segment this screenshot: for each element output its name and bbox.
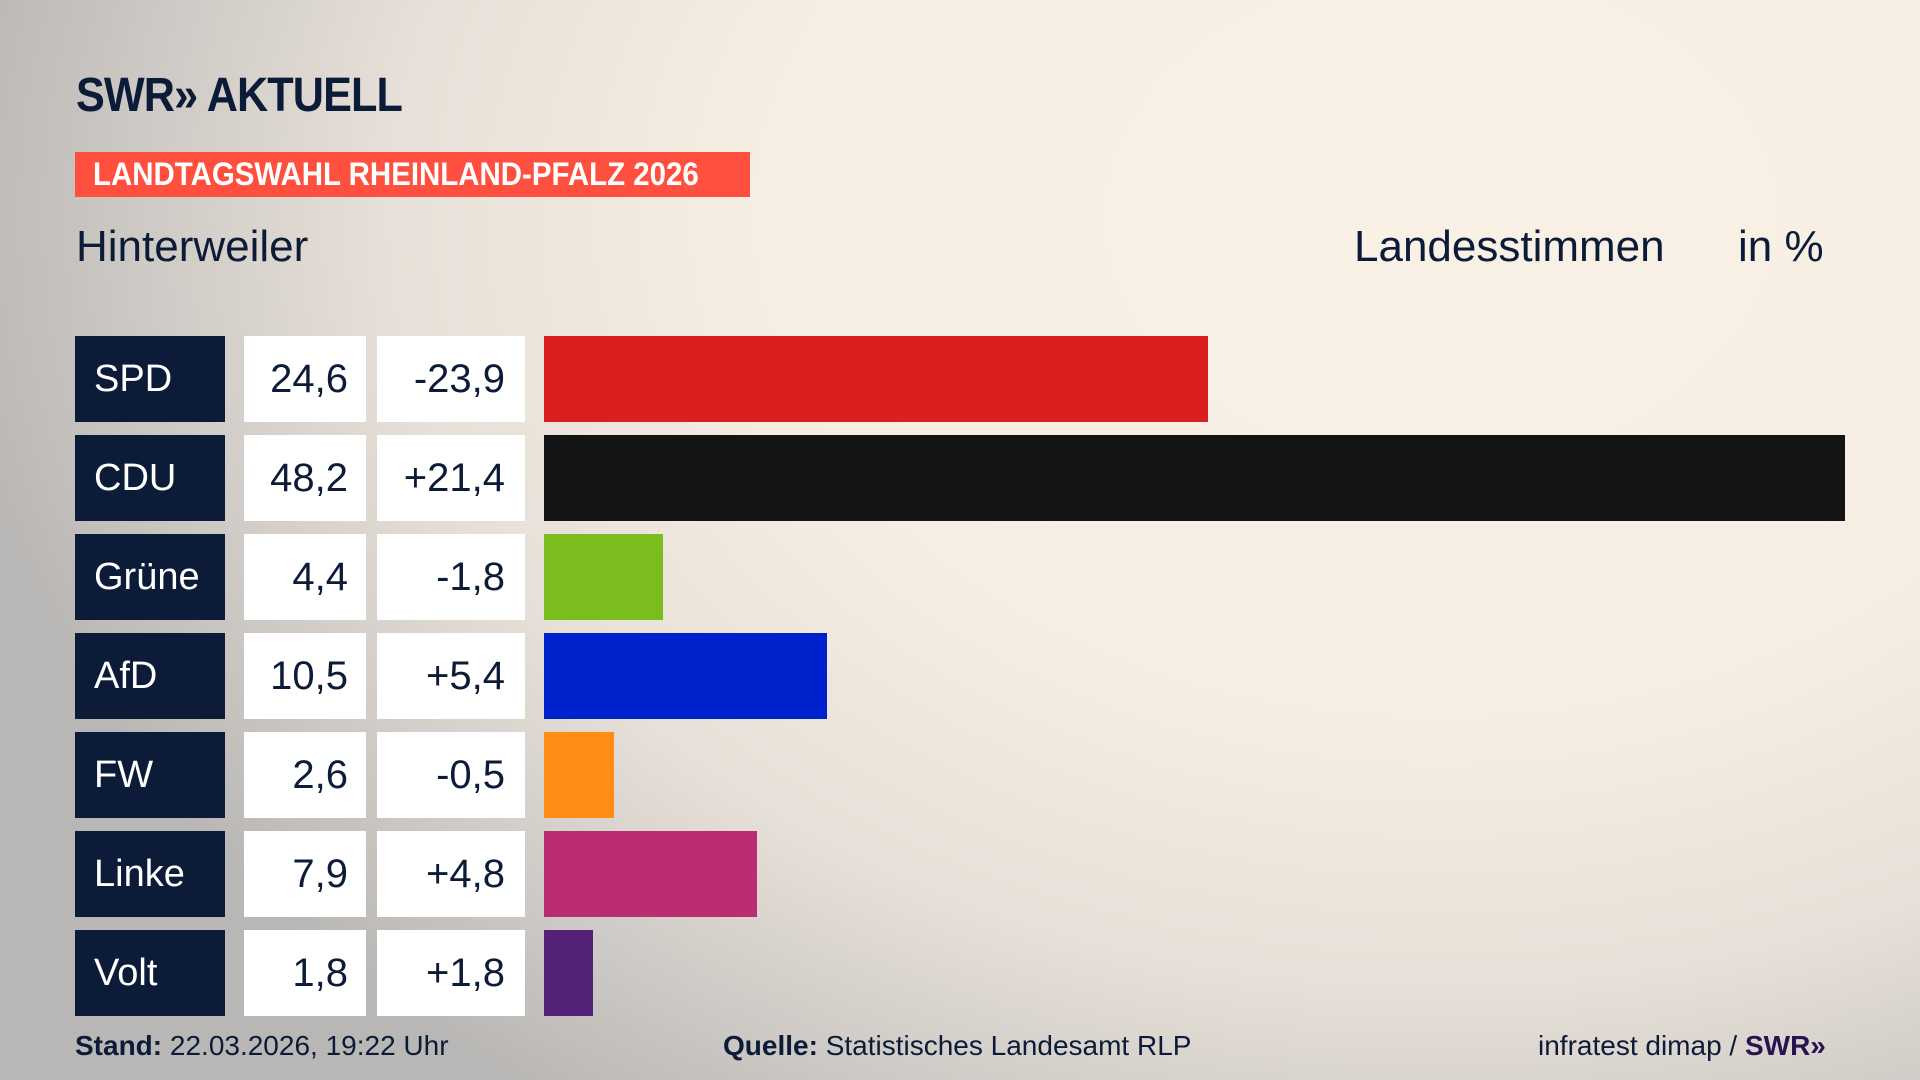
party-label: Linke — [75, 831, 225, 917]
bar-linke — [544, 831, 758, 917]
credit: infratest dimap / SWR» — [1538, 1030, 1826, 1062]
election-banner: LANDTAGSWAHL RHEINLAND-PFALZ 2026 — [75, 152, 750, 197]
diff-label: +4,8 — [377, 831, 525, 917]
source: Quelle: Statistisches Landesamt RLP — [723, 1030, 1191, 1062]
bar-afd — [544, 633, 828, 719]
source-value: Statistisches Landesamt RLP — [825, 1030, 1192, 1061]
diff-label: -0,5 — [377, 732, 525, 818]
chart-row: Volt 1,8 +1,8 — [0, 930, 1920, 1016]
chart-row: FW 2,6 -0,5 — [0, 732, 1920, 818]
value-label: 10,5 — [244, 633, 366, 719]
unit-label: in % — [1738, 222, 1824, 271]
diff-label: -23,9 — [377, 336, 525, 422]
timestamp: Stand: 22.03.2026, 19:22 Uhr — [75, 1030, 449, 1062]
chart-row: Linke 7,9 +4,8 — [0, 831, 1920, 917]
swr-logo: SWR» — [1744, 1030, 1826, 1061]
chart-row: CDU 48,2 +21,4 — [0, 435, 1920, 521]
swr-aktuell-logo: SWR» AKTUELL — [76, 69, 403, 122]
credit-text: infratest dimap / — [1538, 1030, 1738, 1061]
stand-label: Stand: — [75, 1030, 163, 1061]
party-label: Grüne — [75, 534, 225, 620]
value-label: 48,2 — [244, 435, 366, 521]
bar-cdu — [544, 435, 1845, 521]
bar-fw — [544, 732, 615, 818]
stand-value: 22.03.2026, 19:22 Uhr — [169, 1030, 449, 1061]
location-title: Hinterweiler — [76, 222, 309, 271]
value-label: 7,9 — [244, 831, 366, 917]
chart-row: Grüne 4,4 -1,8 — [0, 534, 1920, 620]
diff-label: -1,8 — [377, 534, 525, 620]
diff-label: +1,8 — [377, 930, 525, 1016]
value-label: 1,8 — [244, 930, 366, 1016]
diff-label: +5,4 — [377, 633, 525, 719]
party-label: FW — [75, 732, 225, 818]
value-label: 2,6 — [244, 732, 366, 818]
chart-row: SPD 24,6 -23,9 — [0, 336, 1920, 422]
chart-row: AfD 10,5 +5,4 — [0, 633, 1920, 719]
vote-type-label: Landesstimmen — [1354, 222, 1665, 271]
banner-text: LANDTAGSWAHL RHEINLAND-PFALZ 2026 — [93, 156, 699, 192]
bar-spd — [544, 336, 1208, 422]
value-label: 24,6 — [244, 336, 366, 422]
party-label: SPD — [75, 336, 225, 422]
bar-grüne — [544, 534, 663, 620]
source-label: Quelle: — [723, 1030, 818, 1061]
party-label: CDU — [75, 435, 225, 521]
diff-label: +21,4 — [377, 435, 525, 521]
value-label: 4,4 — [244, 534, 366, 620]
bar-volt — [544, 930, 593, 1016]
party-label: Volt — [75, 930, 225, 1016]
party-label: AfD — [75, 633, 225, 719]
